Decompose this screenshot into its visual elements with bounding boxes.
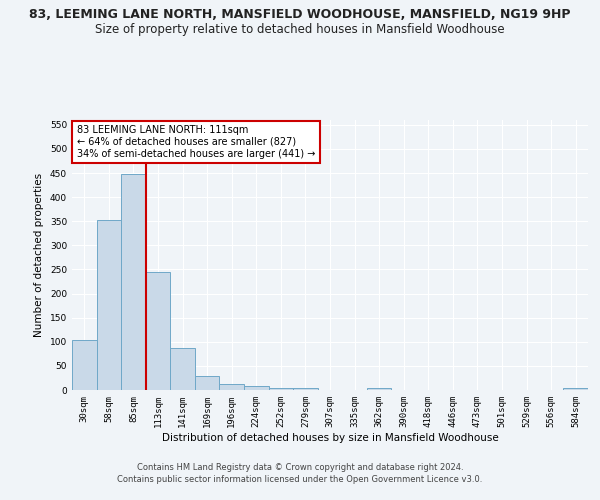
Bar [195, 376, 220, 390]
Text: Size of property relative to detached houses in Mansfield Woodhouse: Size of property relative to detached ho… [95, 22, 505, 36]
Bar [97, 220, 121, 390]
Bar [146, 272, 170, 390]
Bar [121, 174, 146, 390]
Text: Contains HM Land Registry data © Crown copyright and database right 2024.: Contains HM Land Registry data © Crown c… [137, 464, 463, 472]
Bar [244, 386, 269, 390]
Bar [293, 388, 318, 390]
Bar [563, 388, 588, 390]
Text: 83 LEEMING LANE NORTH: 111sqm
← 64% of detached houses are smaller (827)
34% of : 83 LEEMING LANE NORTH: 111sqm ← 64% of d… [77, 126, 316, 158]
Y-axis label: Number of detached properties: Number of detached properties [34, 173, 44, 337]
Bar [220, 384, 244, 390]
Bar [170, 348, 195, 390]
Bar [72, 340, 97, 390]
Text: 83, LEEMING LANE NORTH, MANSFIELD WOODHOUSE, MANSFIELD, NG19 9HP: 83, LEEMING LANE NORTH, MANSFIELD WOODHO… [29, 8, 571, 20]
Bar [367, 388, 391, 390]
Text: Contains public sector information licensed under the Open Government Licence v3: Contains public sector information licen… [118, 475, 482, 484]
Bar [269, 388, 293, 390]
X-axis label: Distribution of detached houses by size in Mansfield Woodhouse: Distribution of detached houses by size … [161, 432, 499, 442]
